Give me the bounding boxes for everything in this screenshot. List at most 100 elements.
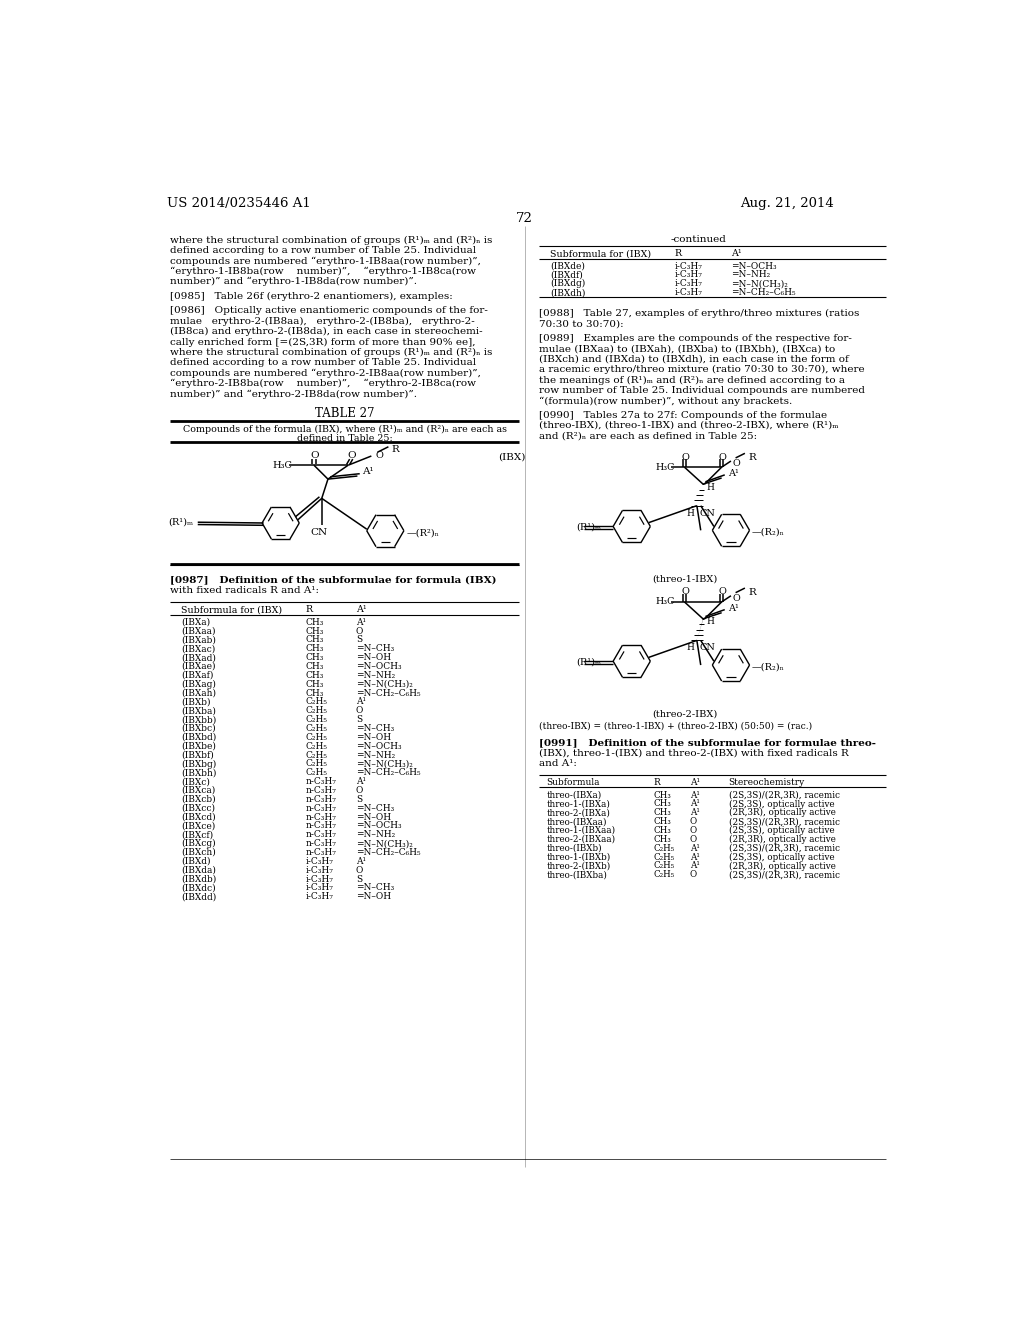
Text: i-C₃H₇: i-C₃H₇ bbox=[305, 883, 334, 892]
Text: n-C₃H₇: n-C₃H₇ bbox=[305, 840, 336, 847]
Text: A¹: A¹ bbox=[356, 777, 366, 787]
Text: (IBXbh): (IBXbh) bbox=[181, 768, 217, 777]
Text: n-C₃H₇: n-C₃H₇ bbox=[305, 785, 336, 795]
Text: =N–N(CH₃)₂: =N–N(CH₃)₂ bbox=[356, 759, 413, 768]
Text: (IBXah): (IBXah) bbox=[181, 689, 216, 697]
Text: i-C₃H₇: i-C₃H₇ bbox=[675, 261, 702, 271]
Text: —(R²)ₙ: —(R²)ₙ bbox=[407, 528, 440, 537]
Text: C₂H₅: C₂H₅ bbox=[305, 768, 328, 777]
Text: (IBXbd): (IBXbd) bbox=[181, 733, 217, 742]
Text: (IBXca): (IBXca) bbox=[181, 785, 216, 795]
Text: threo-(IBXaa): threo-(IBXaa) bbox=[547, 817, 607, 826]
Text: O: O bbox=[356, 627, 364, 635]
Text: O: O bbox=[310, 451, 318, 461]
Text: O: O bbox=[690, 826, 697, 836]
Text: threo-2-(IBXa): threo-2-(IBXa) bbox=[547, 808, 610, 817]
Text: (IBXdc): (IBXdc) bbox=[181, 883, 216, 892]
Text: —(R₂)ₙ: —(R₂)ₙ bbox=[751, 663, 784, 672]
Text: a racemic erythro/threo mixture (ratio 70:30 to 30:70), where: a racemic erythro/threo mixture (ratio 7… bbox=[539, 366, 864, 375]
Text: O: O bbox=[690, 834, 697, 843]
Text: C₂H₅: C₂H₅ bbox=[305, 759, 328, 768]
Text: =N–N(CH₃)₂: =N–N(CH₃)₂ bbox=[356, 680, 413, 689]
Text: threo-(IBXa): threo-(IBXa) bbox=[547, 791, 602, 800]
Text: =N–NH₂: =N–NH₂ bbox=[356, 671, 395, 680]
Text: (IBXaf): (IBXaf) bbox=[181, 671, 214, 680]
Text: (IBXde): (IBXde) bbox=[550, 261, 586, 271]
Text: H₃C: H₃C bbox=[655, 462, 675, 471]
Text: (threo-IBX) = (threo-1-IBX) + (threo-2-IBX) (50:50) = (rac.): (threo-IBX) = (threo-1-IBX) + (threo-2-I… bbox=[539, 721, 812, 730]
Text: A¹: A¹ bbox=[356, 857, 366, 866]
Text: US 2014/0235446 A1: US 2014/0235446 A1 bbox=[167, 197, 310, 210]
Text: (IBXcf): (IBXcf) bbox=[181, 830, 214, 840]
Text: (IBXcb): (IBXcb) bbox=[181, 795, 216, 804]
Text: A¹: A¹ bbox=[690, 862, 699, 870]
Text: 72: 72 bbox=[516, 213, 534, 226]
Text: O: O bbox=[376, 450, 384, 459]
Text: threo-(IBXba): threo-(IBXba) bbox=[547, 870, 607, 879]
Text: defined in Table 25:: defined in Table 25: bbox=[297, 434, 393, 442]
Text: (threo-2-IBX): (threo-2-IBX) bbox=[652, 710, 717, 718]
Text: with fixed radicals R and A¹:: with fixed radicals R and A¹: bbox=[170, 586, 318, 595]
Text: CH₃: CH₃ bbox=[653, 826, 672, 836]
Text: A¹: A¹ bbox=[731, 249, 741, 259]
Text: C₂H₅: C₂H₅ bbox=[653, 843, 675, 853]
Text: Compounds of the formula (IBX), where (R¹)ₘ and (R²)ₙ are each as: Compounds of the formula (IBX), where (R… bbox=[183, 425, 507, 433]
Text: (IBXae): (IBXae) bbox=[181, 663, 216, 671]
Text: compounds are numbered “erythro-2-IB8aa(row number)”,: compounds are numbered “erythro-2-IB8aa(… bbox=[170, 368, 480, 378]
Text: =N–CH₂–C₆H₅: =N–CH₂–C₆H₅ bbox=[356, 689, 421, 697]
Text: C₂H₅: C₂H₅ bbox=[305, 697, 328, 706]
Text: i-C₃H₇: i-C₃H₇ bbox=[675, 288, 702, 297]
Text: (2R,3R), optically active: (2R,3R), optically active bbox=[729, 808, 836, 817]
Text: “erythro-2-IB8ba(row    number)”,    “erythro-2-IB8ca(row: “erythro-2-IB8ba(row number)”, “erythro-… bbox=[170, 379, 476, 388]
Text: A¹: A¹ bbox=[356, 618, 366, 627]
Polygon shape bbox=[697, 619, 703, 640]
Text: threo-1-(IBXb): threo-1-(IBXb) bbox=[547, 853, 610, 862]
Text: CH₃: CH₃ bbox=[305, 671, 324, 680]
Text: (IBXcc): (IBXcc) bbox=[181, 804, 215, 813]
Text: Subformula for (IBX): Subformula for (IBX) bbox=[550, 249, 651, 259]
Text: (IBXa): (IBXa) bbox=[181, 618, 211, 627]
Text: number)” and “erythro-1-IB8da(row number)”.: number)” and “erythro-1-IB8da(row number… bbox=[170, 277, 417, 286]
Text: C₂H₅: C₂H₅ bbox=[305, 723, 328, 733]
Text: “(formula)(row number)”, without any brackets.: “(formula)(row number)”, without any bra… bbox=[539, 396, 792, 405]
Text: and A¹:: and A¹: bbox=[539, 759, 577, 768]
Text: A¹: A¹ bbox=[362, 467, 374, 475]
Text: H: H bbox=[707, 483, 715, 491]
Text: (IBXbf): (IBXbf) bbox=[181, 751, 214, 759]
Text: CH₃: CH₃ bbox=[305, 663, 324, 671]
Text: (IBXdf): (IBXdf) bbox=[550, 271, 583, 280]
Text: A¹: A¹ bbox=[728, 470, 738, 478]
Text: H: H bbox=[707, 618, 715, 626]
Text: (IBXcd): (IBXcd) bbox=[181, 813, 216, 821]
Text: [0986]   Optically active enantiomeric compounds of the for-: [0986] Optically active enantiomeric com… bbox=[170, 306, 487, 315]
Text: C₂H₅: C₂H₅ bbox=[653, 862, 675, 870]
Text: (IBXab): (IBXab) bbox=[181, 635, 216, 644]
Text: threo-2-(IBXb): threo-2-(IBXb) bbox=[547, 862, 610, 870]
Text: C₂H₅: C₂H₅ bbox=[653, 853, 675, 862]
Text: S: S bbox=[356, 795, 361, 804]
Text: CH₃: CH₃ bbox=[305, 644, 324, 653]
Text: =N–CH₃: =N–CH₃ bbox=[356, 644, 394, 653]
Text: threo-2-(IBXaa): threo-2-(IBXaa) bbox=[547, 834, 615, 843]
Text: (IBXch): (IBXch) bbox=[181, 847, 216, 857]
Text: H₃C: H₃C bbox=[655, 598, 675, 606]
Text: O: O bbox=[356, 706, 364, 715]
Text: =N–NH₂: =N–NH₂ bbox=[356, 751, 395, 759]
Text: CH₃: CH₃ bbox=[653, 791, 672, 800]
Text: (IBXbc): (IBXbc) bbox=[181, 723, 216, 733]
Text: threo-1-(IBXaa): threo-1-(IBXaa) bbox=[547, 826, 615, 836]
Text: (IBXc): (IBXc) bbox=[181, 777, 210, 787]
Text: R: R bbox=[653, 779, 660, 787]
Text: =N–OCH₃: =N–OCH₃ bbox=[731, 261, 776, 271]
Text: (IBXce): (IBXce) bbox=[181, 821, 216, 830]
Text: threo-1-(IBXa): threo-1-(IBXa) bbox=[547, 800, 610, 808]
Text: i-C₃H₇: i-C₃H₇ bbox=[305, 875, 334, 883]
Text: =N–OH: =N–OH bbox=[356, 892, 391, 902]
Text: CH₃: CH₃ bbox=[305, 653, 324, 663]
Text: mulae (IBXaa) to (IBXah), (IBXba) to (IBXbh), (IBXca) to: mulae (IBXaa) to (IBXah), (IBXba) to (IB… bbox=[539, 345, 835, 354]
Text: =N–CH₂–C₆H₅: =N–CH₂–C₆H₅ bbox=[356, 847, 421, 857]
Text: CH₃: CH₃ bbox=[653, 808, 672, 817]
Text: =N–OCH₃: =N–OCH₃ bbox=[356, 742, 401, 751]
Text: the meanings of (R¹)ₘ and (R²)ₙ are defined according to a: the meanings of (R¹)ₘ and (R²)ₙ are defi… bbox=[539, 376, 845, 384]
Text: =N–OCH₃: =N–OCH₃ bbox=[356, 821, 401, 830]
